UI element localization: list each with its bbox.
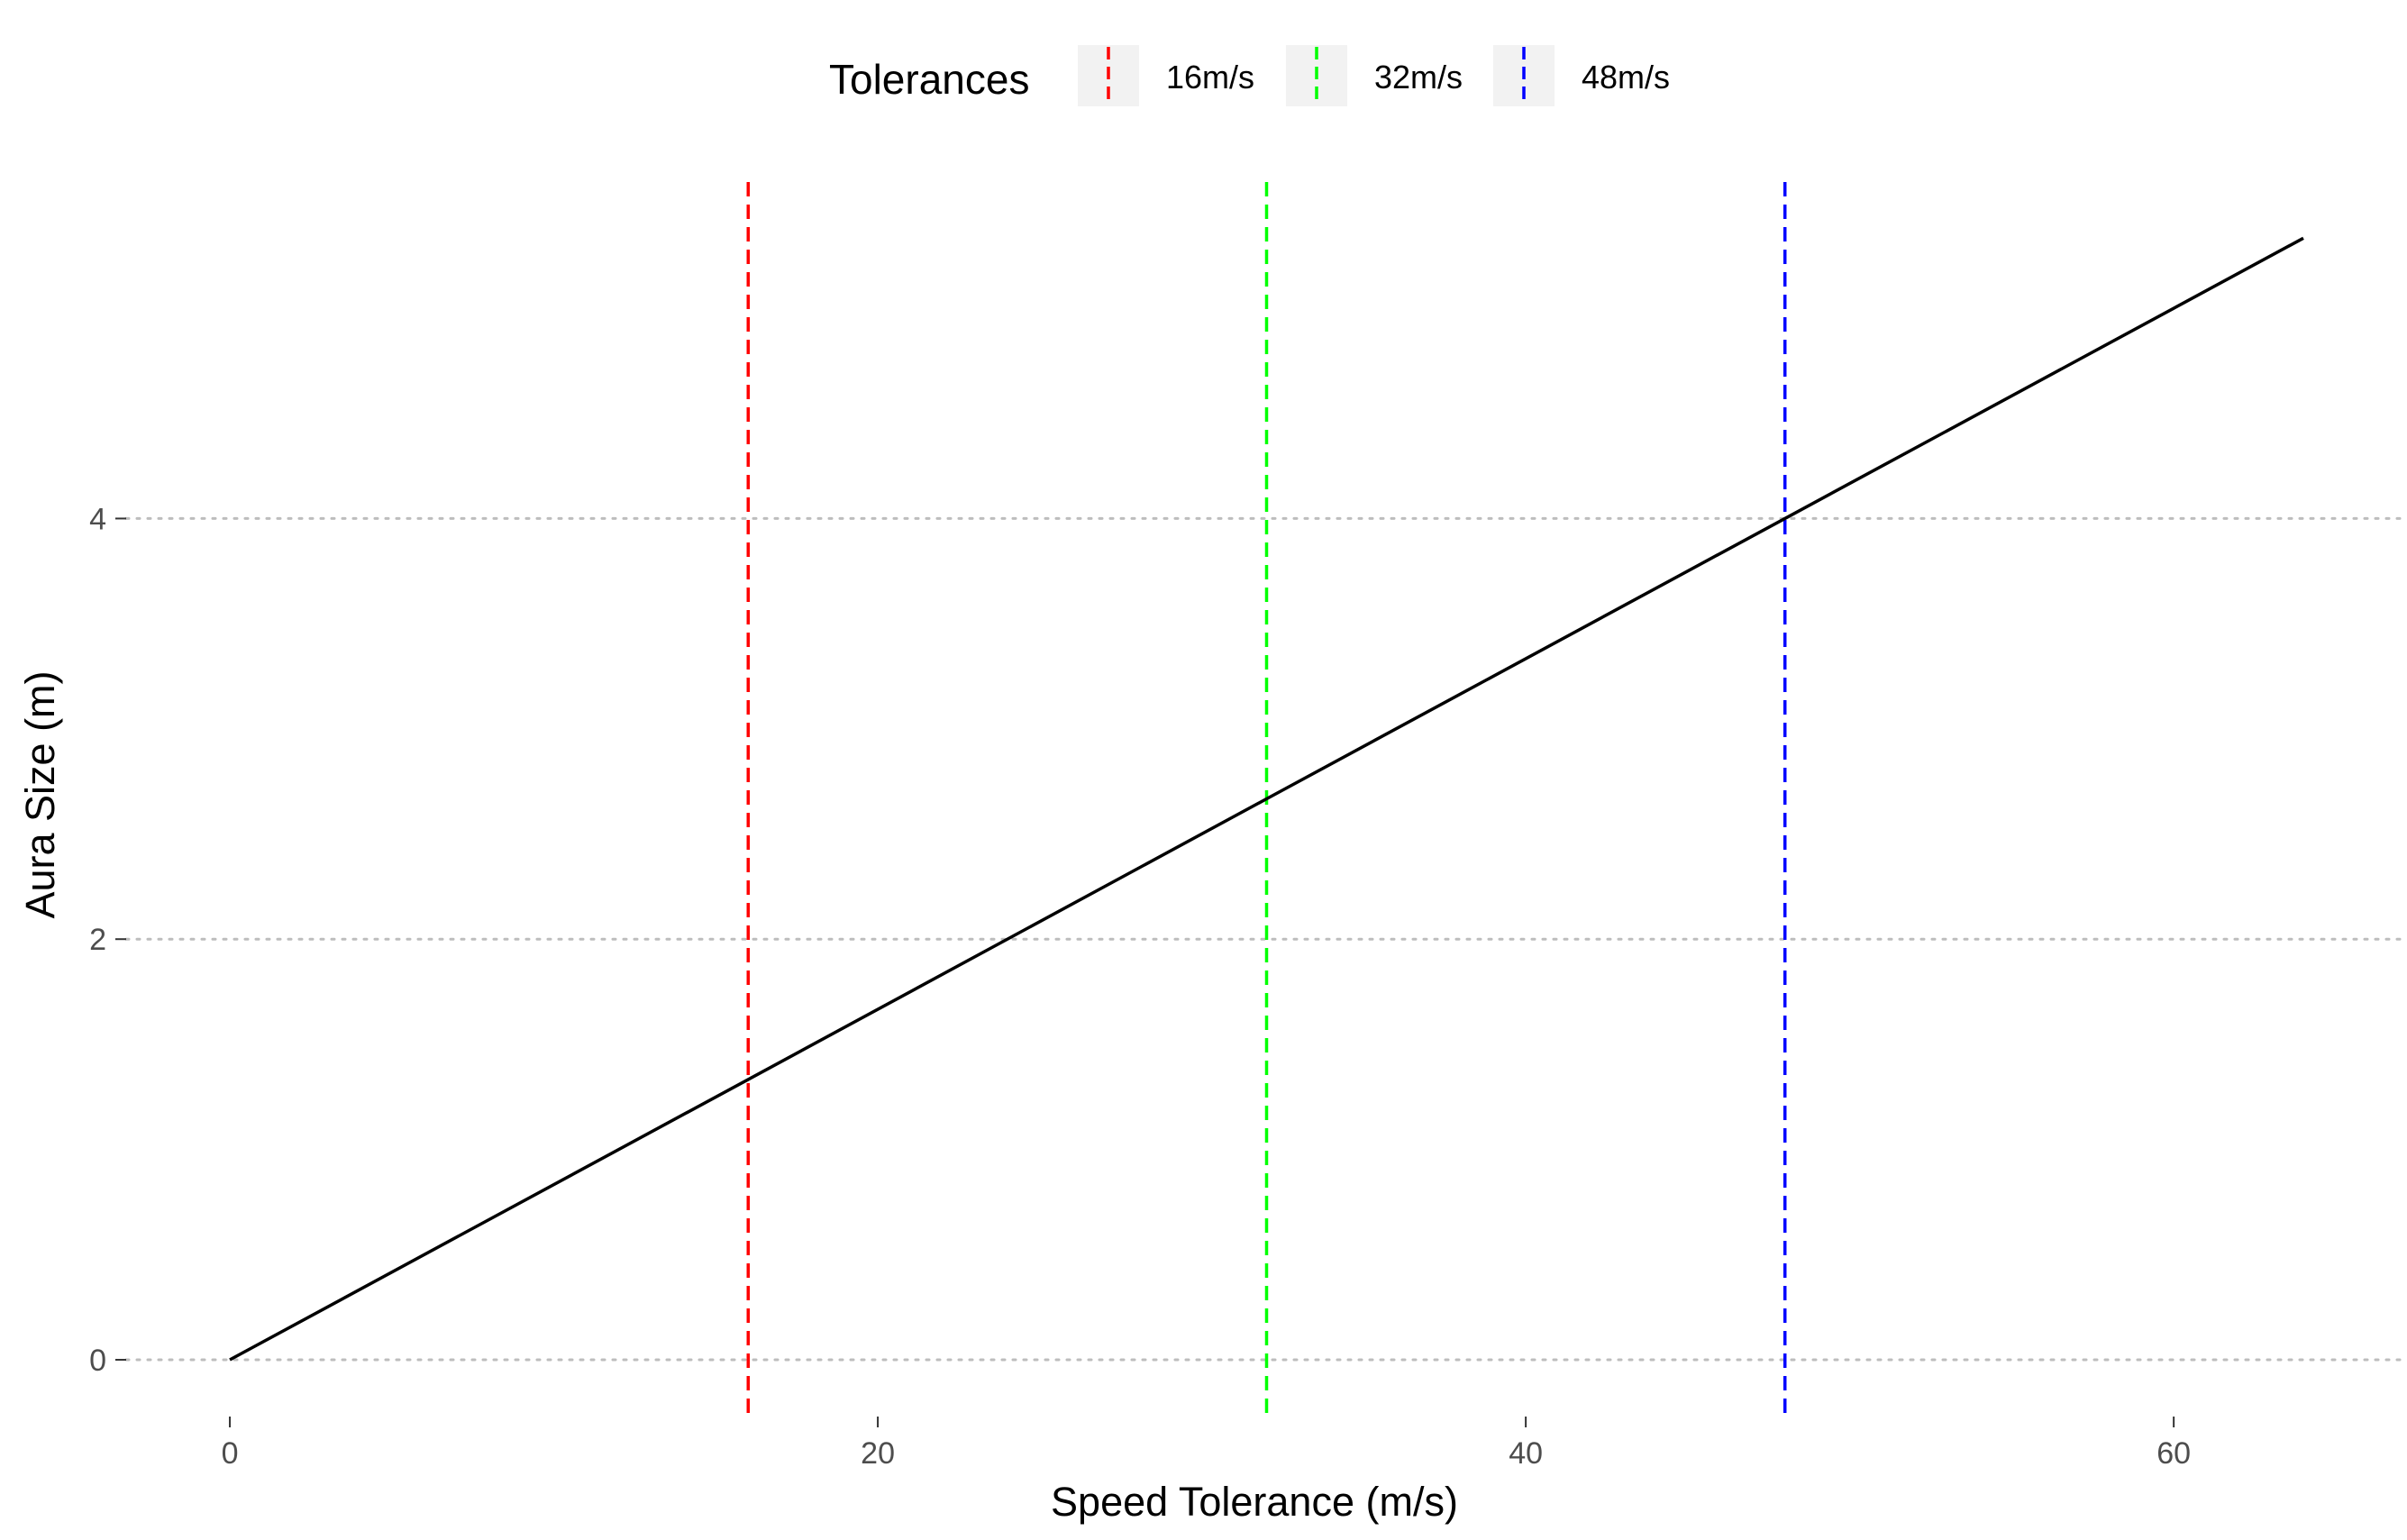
legend: Tolerances 16m/s 32m/s 48m/s: [829, 45, 1670, 106]
y-tick-label: 4: [89, 502, 106, 536]
legend-title: Tolerances: [829, 56, 1029, 103]
x-tick-label: 0: [222, 1436, 239, 1471]
x-axis: 0 20 40 60: [222, 1417, 2191, 1471]
x-axis-title: Speed Tolerance (m/s): [1051, 1479, 1458, 1525]
y-axis: 0 2 4: [89, 502, 126, 1378]
x-tick-label: 60: [2156, 1436, 2191, 1471]
legend-label: 32m/s: [1374, 59, 1463, 96]
series-line-0: [229, 236, 2304, 1362]
y-axis-title: Aura Size (m): [17, 670, 63, 918]
y-tick-label: 2: [89, 923, 106, 957]
series: [229, 236, 2304, 1362]
x-tick-label: 40: [1509, 1436, 1543, 1471]
y-tick-label: 0: [89, 1344, 106, 1378]
legend-label: 48m/s: [1582, 59, 1670, 96]
legend-label: 16m/s: [1166, 59, 1254, 96]
grid: [124, 516, 2407, 1362]
x-tick-label: 20: [861, 1436, 895, 1471]
